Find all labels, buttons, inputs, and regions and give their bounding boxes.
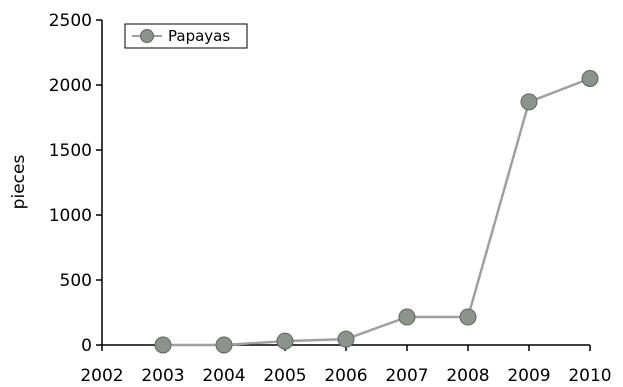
data-point [581, 70, 599, 87]
x-ticks: 2002 2003 2004 2005 2006 2007 2008 2009 2010 [80, 345, 612, 386]
legend: Papayas [124, 23, 248, 49]
y-axis-label: pieces [9, 155, 29, 210]
series-layer [154, 70, 599, 354]
y-tick-label: 0 [81, 336, 92, 356]
axes [101, 20, 590, 346]
data-point [459, 308, 477, 326]
data-point [398, 308, 416, 326]
x-tick-label: 2007 [385, 366, 428, 386]
y-tick-label: 2000 [49, 76, 92, 96]
x-tick-label: 2002 [80, 366, 123, 386]
data-point [215, 336, 233, 354]
data-point [520, 93, 538, 111]
x-tick-label: 2003 [141, 366, 184, 386]
y-tick-label: 1000 [49, 206, 92, 226]
x-tick-label: 2009 [507, 366, 550, 386]
x-tick-label: 2008 [446, 366, 489, 386]
y-tick-label: 2500 [49, 11, 92, 31]
legend-label: Papayas [168, 27, 230, 45]
x-tick-label: 2005 [263, 366, 306, 386]
legend-marker-sample [140, 29, 154, 43]
y-ticks: 0 500 1000 1500 2000 2500 [49, 11, 102, 356]
x-tick-label: 2004 [202, 366, 245, 386]
x-tick-label: 2006 [324, 366, 367, 386]
series-line [163, 77, 591, 347]
data-point [276, 332, 294, 350]
data-point [337, 330, 355, 348]
data-point [154, 336, 172, 354]
y-tick-label: 1500 [49, 141, 92, 161]
x-tick-label: 2010 [568, 366, 611, 386]
y-tick-label: 500 [60, 271, 92, 291]
